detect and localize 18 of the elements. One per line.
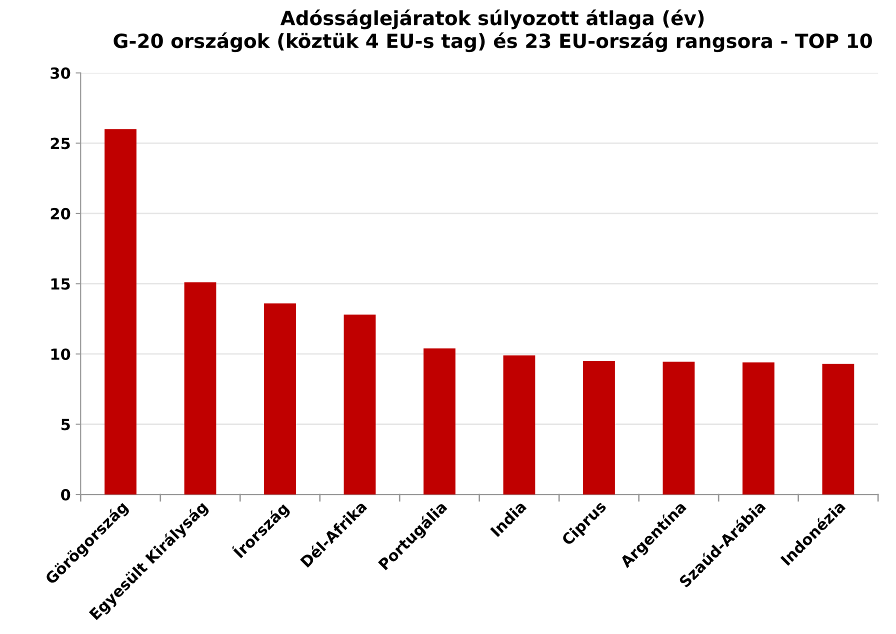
bar [264,303,296,495]
bar [424,348,456,495]
y-tick-label: 25 [50,138,70,150]
y-tick-label: 15 [51,278,70,290]
bar [184,282,216,495]
bar [503,355,536,495]
y-tick-label: 30 [50,67,70,79]
bar [104,129,136,495]
bar [822,364,854,495]
bar [583,361,615,495]
bar [344,314,376,495]
chart-title: Adósságlejáratok súlyozott átlaga (év) G-20 országok (köztük 4 EU-s tag) és 23 EU-ország rangsora - TOP 10 [114,10,872,52]
y-tick-label: 10 [51,348,70,360]
y-tick-label: 0 [61,488,70,501]
bar [742,362,774,495]
y-tick-label: 20 [50,208,70,220]
y-tick-label: 5 [61,418,70,430]
bar [662,362,695,495]
